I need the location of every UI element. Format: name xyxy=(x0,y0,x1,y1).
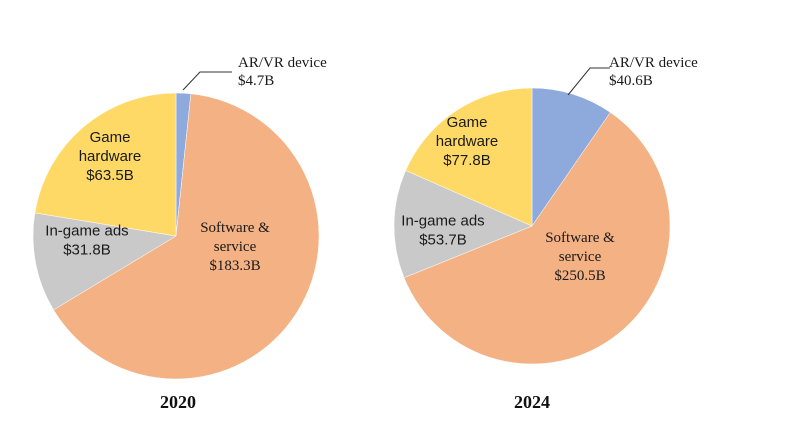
slice-label: Game hardware $77.8B xyxy=(436,114,499,169)
pie-slice xyxy=(403,112,671,365)
pie-chart-2024: AR/VR device $40.6B Software & service $250.… xyxy=(393,55,698,412)
slice-label: Game hardware $63.5B xyxy=(79,129,142,184)
pie-slice xyxy=(531,87,611,227)
callout-line xyxy=(567,67,610,96)
pie-slice xyxy=(32,212,177,311)
pie-slice xyxy=(34,92,177,237)
slice-label: AR/VR device $4.7B xyxy=(238,55,327,89)
slice-label: In-game ads $53.7B xyxy=(401,213,484,249)
chart-title: 2020 xyxy=(160,392,196,412)
slice-label: AR/VR device $40.6B xyxy=(609,55,698,89)
slice-label: Software & service $183.3B xyxy=(200,220,270,274)
pie-slice xyxy=(53,93,320,380)
slice-label: Software & service $250.5B xyxy=(545,230,615,284)
pie-slice xyxy=(405,87,533,227)
callout-line xyxy=(182,71,232,91)
pie-chart-2020: AR/VR device $4.7B Software & service $183.3… xyxy=(32,55,327,412)
chart-title: 2024 xyxy=(514,392,550,412)
pie-slice xyxy=(393,170,533,279)
slice-label: In-game ads $31.8B xyxy=(45,223,128,259)
